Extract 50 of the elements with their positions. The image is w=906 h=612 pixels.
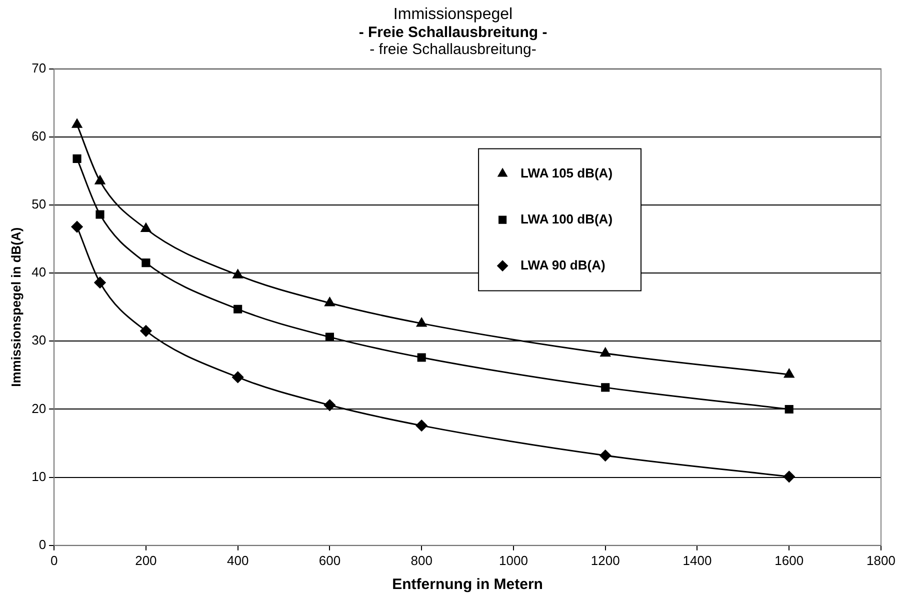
y-tick-label: 70 (32, 60, 46, 76)
point (600, 348, 610, 357)
point (94, 276, 106, 288)
point (416, 318, 427, 327)
point (232, 269, 243, 278)
x-tick-label: 1800 (866, 552, 896, 568)
x-tick-label: 1600 (774, 552, 804, 568)
legend-label: LWA 90 dB(A) (520, 257, 606, 272)
y-tick-label: 40 (32, 264, 46, 280)
point (234, 304, 242, 314)
text: - freie Schallausbreitung- (368, 41, 538, 58)
x-tick-label: 1000 (499, 552, 528, 568)
point (232, 371, 244, 383)
x-tick-label: 600 (318, 552, 341, 568)
point (784, 404, 794, 414)
point (72, 154, 82, 163)
point (71, 221, 83, 233)
point (140, 325, 152, 337)
x-tick-label: 200 (135, 552, 157, 568)
legend-label: LWA 100 dB(A) (520, 211, 613, 226)
point (783, 470, 795, 482)
y-tick-label: 50 (32, 196, 46, 212)
point (142, 258, 150, 268)
y-tick-label: 10 (32, 468, 46, 484)
y-tick-label: 30 (32, 332, 46, 348)
y-tick-label: 60 (32, 128, 46, 144)
point (324, 297, 335, 306)
y-tick-label: 0 (38, 536, 46, 552)
point (601, 383, 610, 392)
x-tick-label: 800 (410, 552, 432, 568)
y-axis-title: Immissionspegel in dB(A) (8, 227, 24, 387)
point (96, 210, 104, 219)
x-tick-label: 0 (50, 552, 58, 568)
x-tick-label: 1400 (682, 552, 712, 568)
point (94, 175, 106, 184)
legend-label: LWA 105 dB(A) (520, 165, 613, 180)
point (324, 399, 336, 411)
point (417, 353, 426, 362)
point (416, 420, 428, 432)
x-axis-title: Entfernung in Metern (392, 576, 543, 594)
point (600, 450, 612, 462)
point (784, 368, 794, 378)
x-tick-label: 400 (226, 552, 249, 568)
point (325, 332, 334, 342)
chart-subtitle: - Freie Schallausbreitung - (358, 24, 548, 41)
chart-title: Immissionspegel (392, 6, 514, 24)
point (72, 118, 82, 128)
x-tick-label: 1200 (590, 552, 620, 568)
point (140, 223, 152, 232)
y-tick-label: 20 (32, 400, 46, 416)
